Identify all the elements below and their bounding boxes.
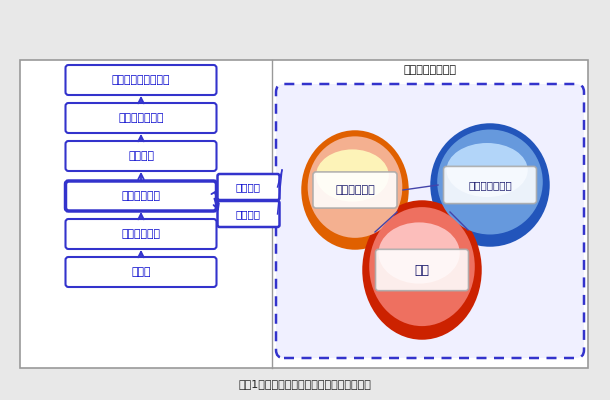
FancyBboxPatch shape: [20, 60, 588, 368]
Ellipse shape: [378, 222, 460, 284]
Text: テスト: テスト: [131, 267, 151, 277]
Text: システム化の方向性: システム化の方向性: [112, 75, 170, 85]
Text: 内部設計: 内部設計: [236, 209, 261, 219]
Text: 『技術検討分野』: 『技術検討分野』: [403, 65, 456, 75]
FancyBboxPatch shape: [376, 249, 468, 291]
Ellipse shape: [432, 125, 548, 245]
FancyBboxPatch shape: [65, 65, 217, 95]
Text: システム設計: システム設計: [121, 191, 160, 201]
Ellipse shape: [437, 130, 543, 234]
Ellipse shape: [316, 150, 389, 202]
FancyBboxPatch shape: [65, 103, 217, 133]
FancyBboxPatch shape: [65, 141, 217, 171]
Ellipse shape: [447, 143, 528, 197]
FancyBboxPatch shape: [443, 166, 537, 204]
FancyBboxPatch shape: [218, 174, 279, 200]
Text: データモデル: データモデル: [335, 185, 375, 195]
Ellipse shape: [303, 132, 407, 248]
Text: 画面: 画面: [415, 264, 429, 276]
FancyBboxPatch shape: [276, 84, 584, 358]
Text: 要件定義: 要件定義: [128, 151, 154, 161]
Text: 『図1』外部設計工程と技術検討分野の関係: 『図1』外部設計工程と技術検討分野の関係: [239, 379, 371, 389]
FancyBboxPatch shape: [313, 172, 397, 208]
Text: システム開発: システム開発: [121, 229, 160, 239]
FancyBboxPatch shape: [218, 201, 279, 227]
Ellipse shape: [369, 207, 475, 326]
Ellipse shape: [364, 202, 480, 338]
Text: システム化計画: システム化計画: [118, 113, 163, 123]
FancyBboxPatch shape: [65, 257, 217, 287]
Text: 外部設計: 外部設計: [236, 182, 261, 192]
FancyBboxPatch shape: [65, 181, 217, 211]
FancyBboxPatch shape: [65, 219, 217, 249]
Text: システム振舞い: システム振舞い: [468, 180, 512, 190]
Text: 『情報システム開発のプロセス』: 『情報システム開発のプロセス』: [96, 65, 196, 75]
Ellipse shape: [307, 136, 403, 238]
